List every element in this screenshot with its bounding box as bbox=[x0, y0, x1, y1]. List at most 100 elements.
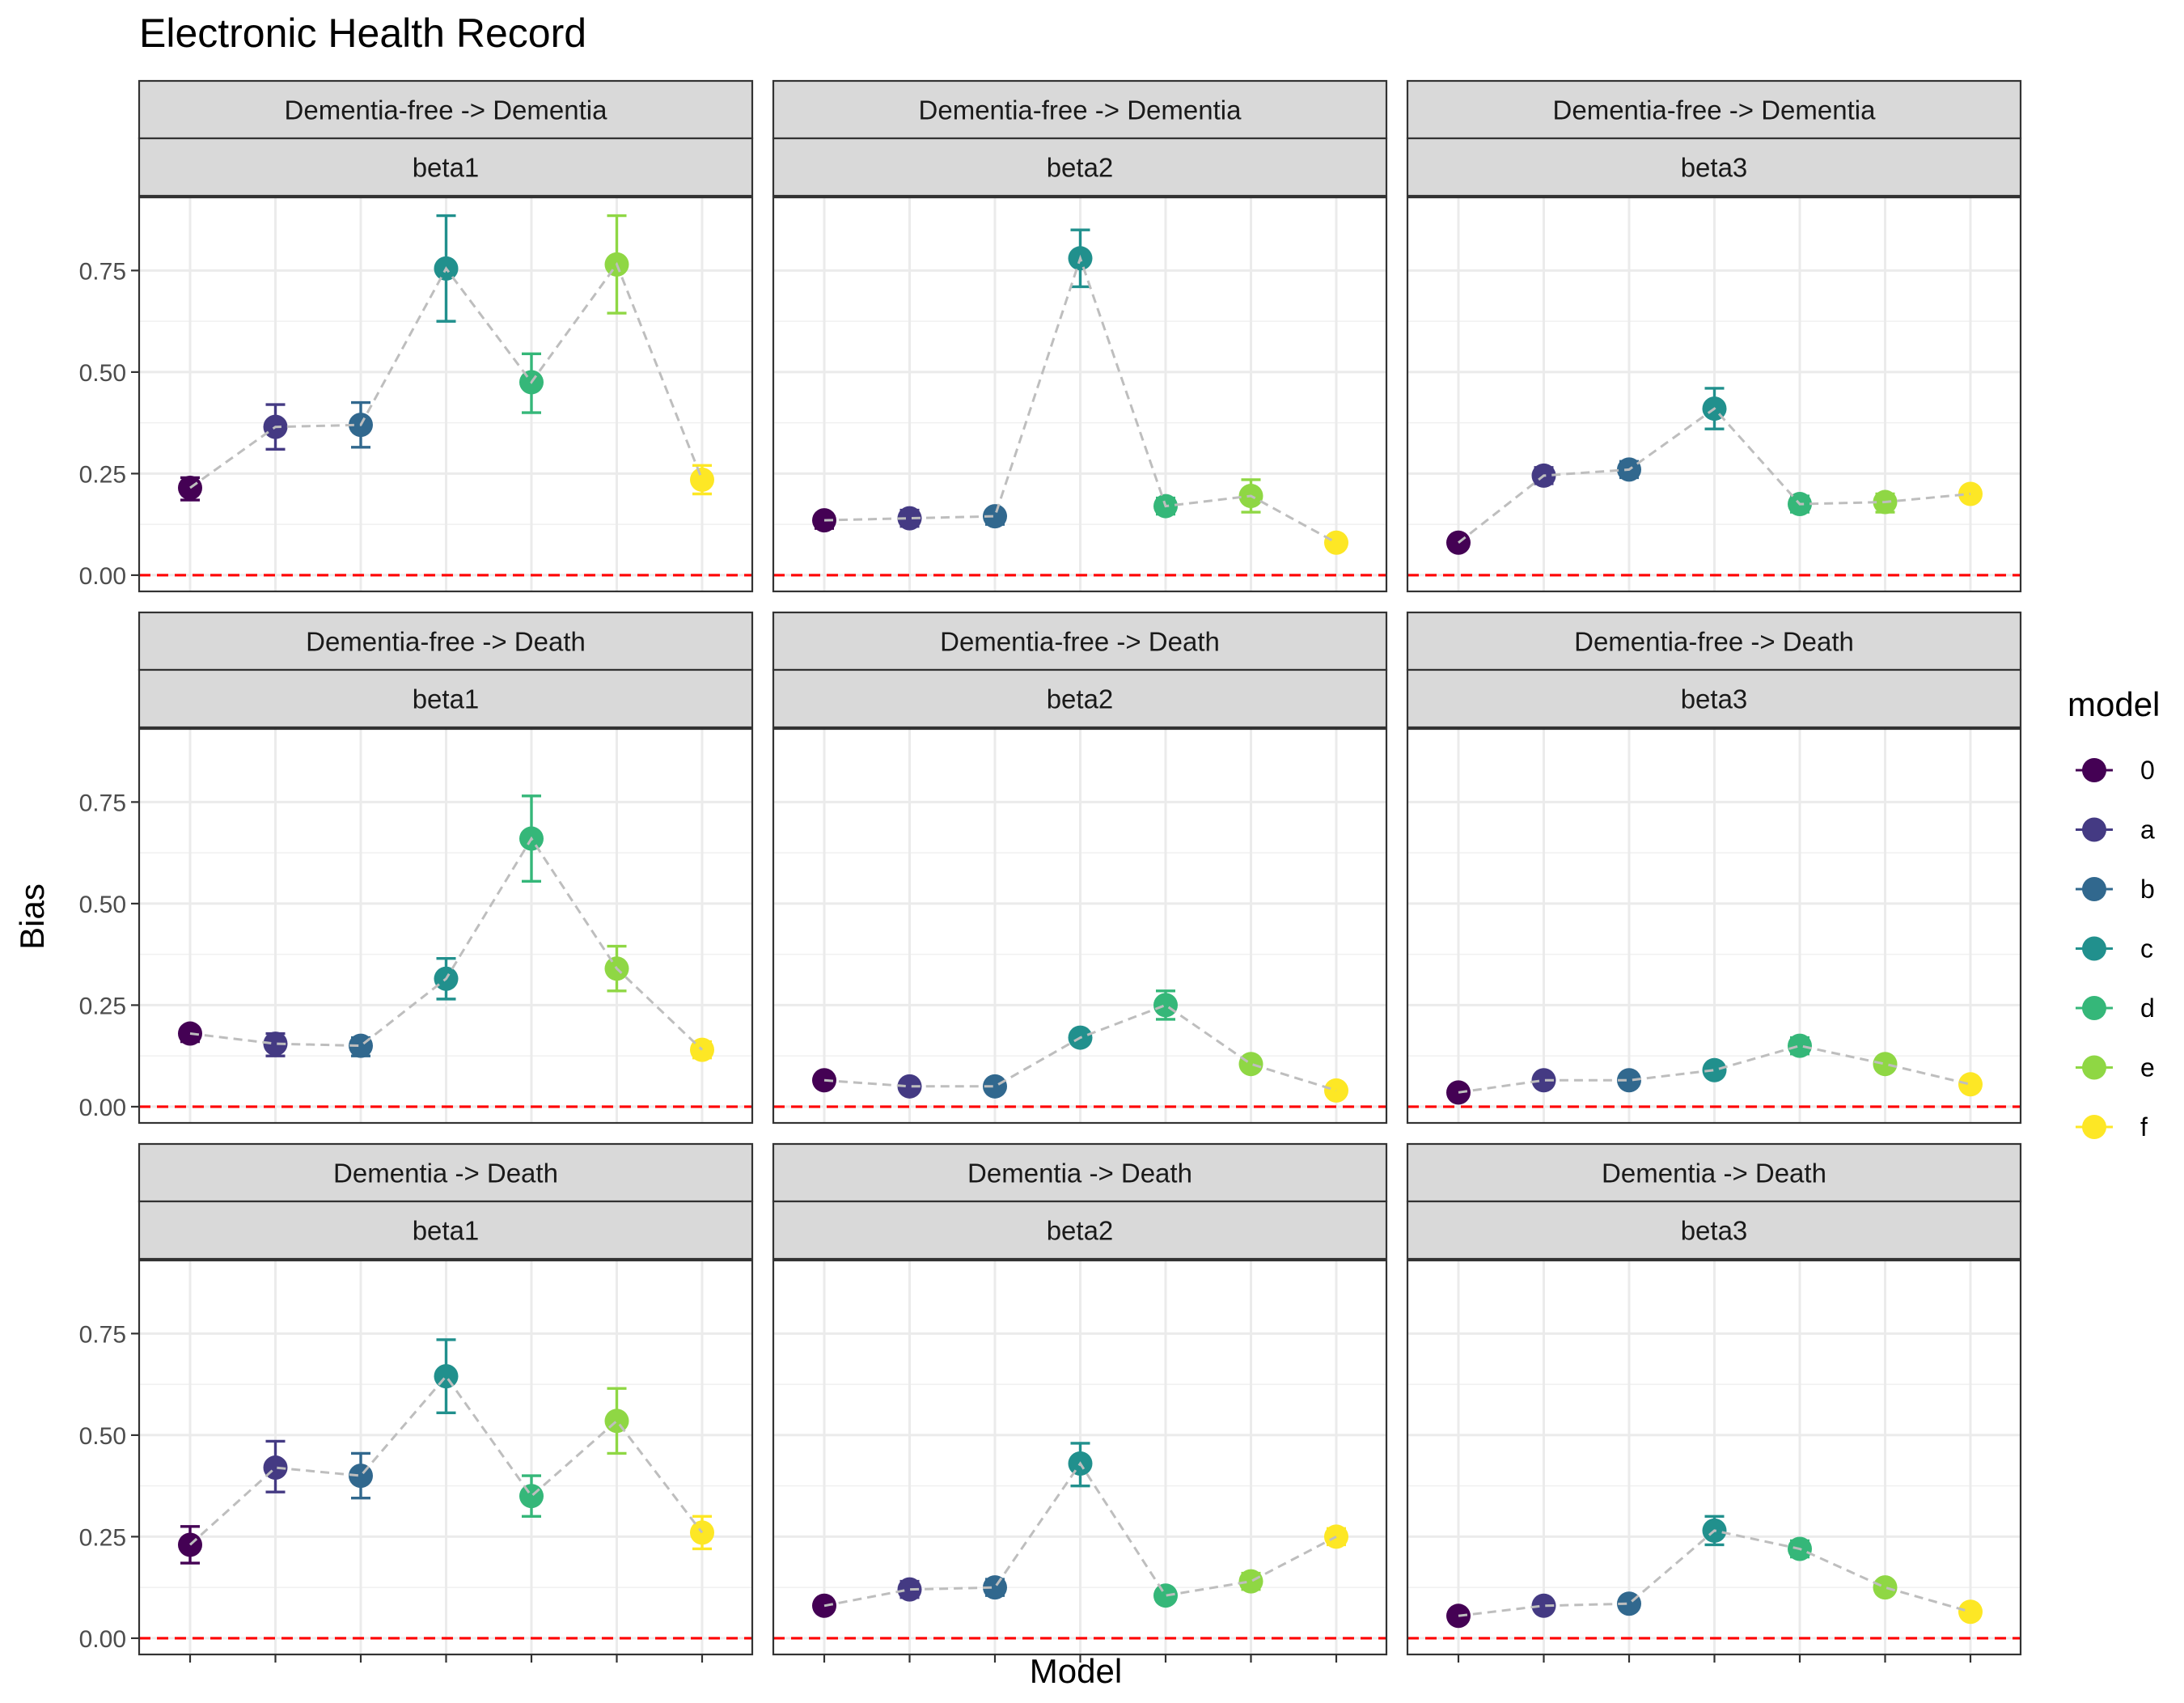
data-point bbox=[1702, 1057, 1727, 1082]
strip-parameter bbox=[772, 137, 1388, 197]
strip-parameter-label: beta2 bbox=[1047, 684, 1114, 714]
data-point bbox=[812, 508, 836, 533]
legend-key-point bbox=[2082, 817, 2106, 842]
legend-item-label: c bbox=[2140, 934, 2153, 964]
facet-panel: Dementia-free -> Death beta2 bbox=[772, 611, 1388, 1125]
facet-panel: Dementia-free -> Dementia beta3 bbox=[1406, 79, 2022, 593]
strip-parameter bbox=[138, 137, 754, 197]
data-point bbox=[1788, 1033, 1812, 1058]
y-tick-label: 0.25 bbox=[79, 1524, 126, 1551]
panel-border bbox=[772, 196, 1388, 593]
legend-key-point bbox=[2082, 1055, 2106, 1080]
strip-transition bbox=[772, 1142, 1388, 1203]
strip-transition-label: Dementia-free -> Death bbox=[306, 627, 586, 657]
y-tick-label: 0.75 bbox=[79, 258, 126, 285]
strip-parameter-label: beta1 bbox=[413, 684, 480, 714]
strip-parameter-label: beta3 bbox=[1681, 1216, 1748, 1246]
strip-parameter bbox=[1406, 137, 2022, 197]
panel-border bbox=[138, 196, 754, 593]
y-tick-label: 0.50 bbox=[79, 892, 126, 918]
legend-item-label: 0 bbox=[2140, 756, 2155, 785]
legend-item: a bbox=[2076, 815, 2155, 845]
data-point bbox=[1324, 1078, 1348, 1103]
y-tick-label: 0.50 bbox=[79, 360, 126, 387]
chart-title: Electronic Health Record bbox=[139, 11, 586, 56]
strip-parameter-label: beta2 bbox=[1047, 1216, 1114, 1246]
data-point bbox=[1238, 1569, 1263, 1594]
legend-item: c bbox=[2076, 934, 2153, 964]
x-axis-title: Model bbox=[1030, 1652, 1122, 1690]
connector-line bbox=[1458, 1529, 1971, 1617]
facet-panel: Dementia-free -> Dementia beta1 0.00 0.25 0.… bbox=[79, 79, 754, 593]
data-point bbox=[519, 1484, 544, 1509]
connector-line bbox=[189, 261, 704, 489]
facet-panel: Dementia -> Death beta2 bbox=[772, 1142, 1388, 1663]
data-point bbox=[812, 1068, 836, 1093]
panel-border bbox=[138, 727, 754, 1125]
data-point bbox=[1531, 1593, 1556, 1618]
strip-parameter bbox=[772, 668, 1388, 729]
legend: model 0 a b cd e f bbox=[2068, 685, 2160, 1142]
legend-item-label: b bbox=[2140, 875, 2155, 904]
data-point bbox=[1958, 1072, 1983, 1097]
strip-parameter bbox=[138, 1200, 754, 1260]
legend-item-label: d bbox=[2140, 993, 2155, 1023]
strip-parameter bbox=[138, 668, 754, 729]
legend-key-point bbox=[2082, 758, 2106, 782]
y-tick-label: 0.50 bbox=[79, 1423, 126, 1450]
data-point bbox=[1873, 1575, 1898, 1600]
data-point bbox=[897, 506, 922, 531]
strip-parameter-label: beta2 bbox=[1047, 153, 1114, 183]
legend-key-point bbox=[2082, 1115, 2106, 1139]
legend-item-label: f bbox=[2140, 1112, 2148, 1142]
data-point bbox=[1446, 1080, 1471, 1105]
data-point bbox=[1153, 993, 1178, 1018]
data-point bbox=[1531, 1068, 1556, 1093]
data-point bbox=[897, 1074, 922, 1099]
y-tick-label: 0.00 bbox=[79, 563, 126, 590]
connector-line bbox=[823, 254, 1337, 544]
data-point bbox=[983, 1074, 1007, 1099]
legend-item: d bbox=[2076, 993, 2155, 1023]
data-point bbox=[1617, 1068, 1641, 1093]
data-point bbox=[1238, 1052, 1263, 1077]
legend-key-point bbox=[2082, 996, 2106, 1020]
strip-transition bbox=[772, 611, 1388, 671]
panel-border bbox=[772, 727, 1388, 1125]
data-point bbox=[1153, 1583, 1178, 1608]
y-tick-label: 0.00 bbox=[79, 1095, 126, 1121]
legend-item: f bbox=[2076, 1112, 2148, 1142]
legend-item: e bbox=[2076, 1053, 2155, 1082]
legend-item: 0 bbox=[2076, 756, 2155, 785]
y-tick-label: 0.75 bbox=[79, 1321, 126, 1348]
strip-transition bbox=[772, 79, 1388, 140]
data-point bbox=[983, 504, 1007, 529]
facet-panel: Dementia -> Death beta3 bbox=[1406, 1142, 2022, 1663]
data-point bbox=[690, 1037, 714, 1062]
legend-title: model bbox=[2068, 685, 2160, 723]
strip-transition bbox=[138, 611, 754, 671]
y-axis-title: Bias bbox=[13, 883, 51, 950]
strip-transition-label: Dementia-free -> Death bbox=[1574, 627, 1854, 657]
legend-key-point bbox=[2082, 936, 2106, 961]
strip-parameter-label: beta1 bbox=[413, 1216, 480, 1246]
data-point bbox=[263, 1032, 288, 1057]
data-point bbox=[690, 467, 714, 492]
data-point bbox=[178, 1532, 202, 1557]
facet-panel: Dementia-free -> Death beta1 0.00 0.25 0.50 0… bbox=[79, 611, 754, 1125]
data-point bbox=[1446, 1603, 1471, 1629]
legend-item-label: a bbox=[2140, 815, 2155, 845]
strip-parameter-label: beta3 bbox=[1681, 153, 1748, 183]
data-point bbox=[897, 1577, 922, 1602]
data-point bbox=[434, 1364, 459, 1389]
strip-parameter bbox=[772, 1200, 1388, 1260]
legend-item-label: e bbox=[2140, 1053, 2155, 1082]
legend-key-point bbox=[2082, 877, 2106, 901]
strip-transition-label: Dementia -> Death bbox=[967, 1159, 1192, 1188]
panel-border bbox=[1406, 196, 2022, 593]
strip-transition-label: Dementia-free -> Dementia bbox=[1553, 95, 1877, 125]
strip-parameter bbox=[1406, 1200, 2022, 1260]
strip-transition bbox=[1406, 1142, 2022, 1203]
strip-parameter bbox=[1406, 668, 2022, 729]
